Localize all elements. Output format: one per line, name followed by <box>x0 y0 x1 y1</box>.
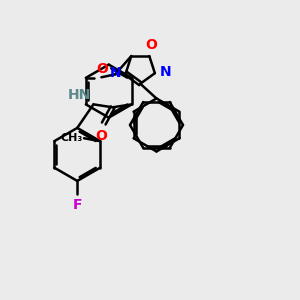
Text: O: O <box>97 61 109 76</box>
Text: CH₃: CH₃ <box>60 133 82 143</box>
Text: HN: HN <box>67 88 91 102</box>
Text: N: N <box>159 65 171 79</box>
Text: F: F <box>73 198 82 212</box>
Text: O: O <box>145 38 157 52</box>
Text: N: N <box>110 66 121 80</box>
Text: O: O <box>95 129 107 143</box>
